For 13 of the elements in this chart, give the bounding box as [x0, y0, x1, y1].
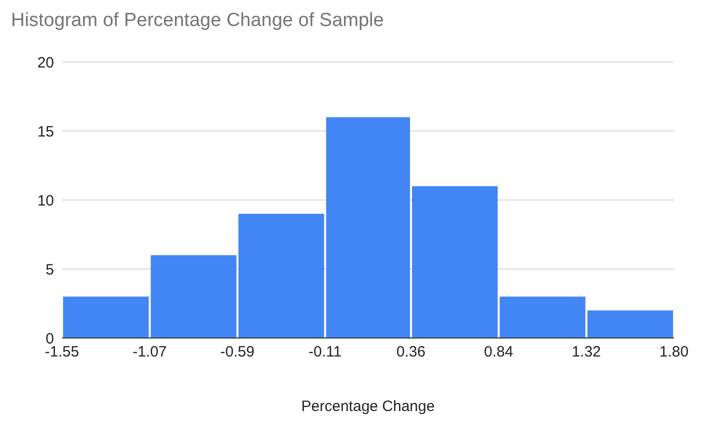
y-tick-label: 15	[37, 123, 54, 140]
x-tick-label: -0.11	[308, 344, 342, 361]
y-tick-label: 20	[37, 54, 54, 72]
y-tick-label: 10	[37, 192, 54, 210]
chart-title: Histogram of Percentage Change of Sample	[11, 10, 384, 32]
x-tick-label: 1.80	[659, 344, 689, 361]
x-axis-title: Percentage Change	[301, 398, 435, 415]
x-tick-label: -0.59	[220, 344, 254, 361]
x-tick-label: 1.32	[572, 344, 601, 361]
y-tick-label: 5	[46, 261, 54, 278]
x-tick-label: 0.36	[396, 344, 426, 361]
x-tick-label: 0.84	[484, 344, 514, 361]
x-tick-label: -1.07	[132, 344, 167, 361]
